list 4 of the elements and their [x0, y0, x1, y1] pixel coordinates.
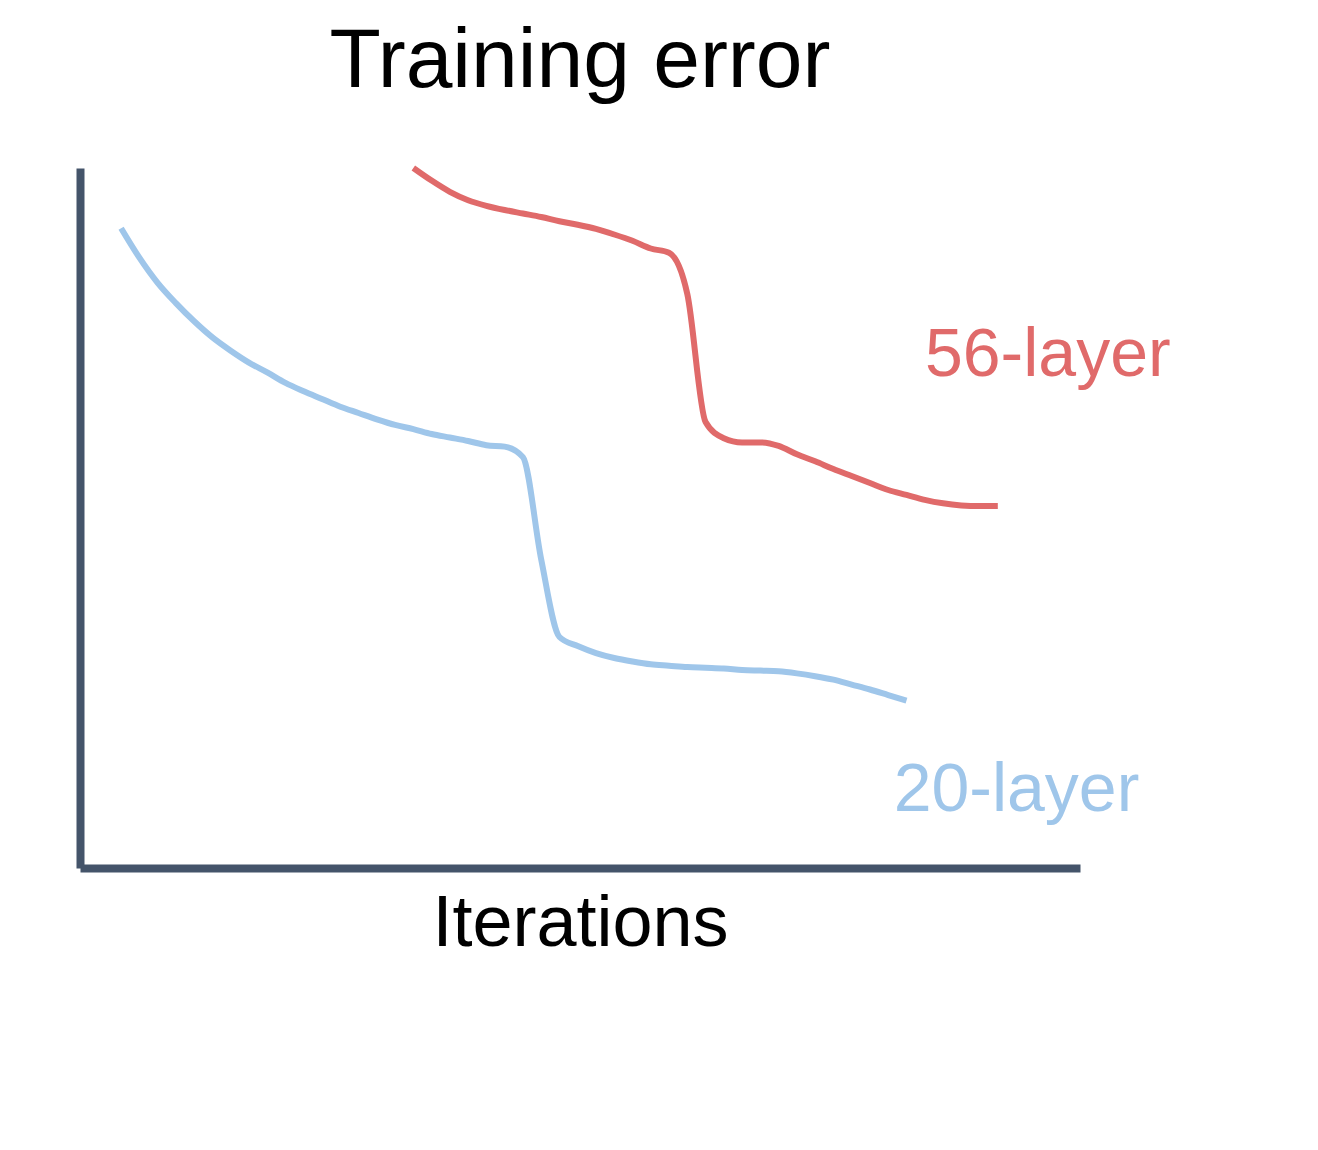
series-label: 20-layer: [893, 748, 1140, 825]
x-axis-title: Iterations: [432, 880, 729, 961]
series-label: 56-layer: [924, 314, 1171, 391]
chart-title: Training error: [329, 11, 831, 105]
